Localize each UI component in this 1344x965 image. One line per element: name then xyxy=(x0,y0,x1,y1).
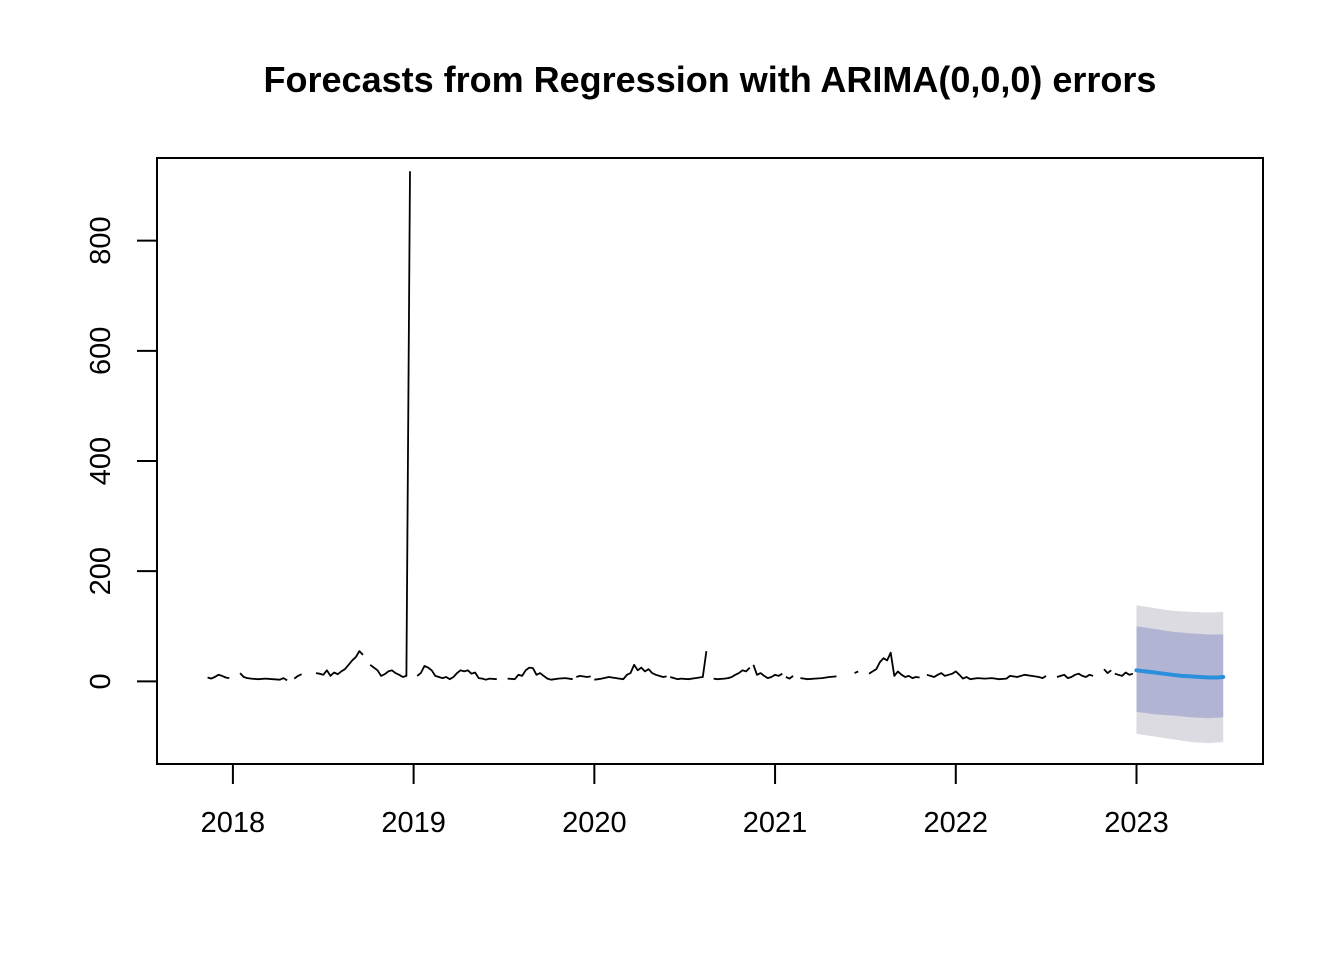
history-segment-6 xyxy=(507,666,573,681)
history-segment-15 xyxy=(868,651,920,679)
history-segment-9 xyxy=(669,650,708,681)
y-tick-label: 400 xyxy=(85,437,117,485)
history-segment-5 xyxy=(416,665,497,681)
y-tick-label: 200 xyxy=(85,547,117,595)
forecast-series xyxy=(1134,668,1226,680)
chart-title: Forecasts from Regression with ARIMA(0,0… xyxy=(264,59,1157,100)
history-segment-8 xyxy=(594,663,667,681)
forecast-mean-line xyxy=(1134,668,1226,680)
x-tick-label: 2022 xyxy=(924,807,989,839)
history-segment-12 xyxy=(785,675,794,680)
history-segment-7 xyxy=(576,675,591,678)
y-tick-label: 0 xyxy=(85,673,117,689)
history-segment-17 xyxy=(1056,672,1094,679)
history-segment-11 xyxy=(752,664,783,679)
x-axis: 2018 2019 2020 2021 2022 2023 xyxy=(201,763,1169,839)
history-segment-1 xyxy=(239,672,288,682)
y-axis: 0 200 400 600 800 xyxy=(85,216,158,689)
history-segment-4 xyxy=(369,171,411,678)
x-tick-label: 2019 xyxy=(381,807,446,839)
history-segment-3 xyxy=(315,650,364,677)
plot-frame xyxy=(156,157,1264,765)
x-tick-label: 2018 xyxy=(201,807,266,839)
history-segment-14 xyxy=(854,670,859,674)
history-segment-10 xyxy=(713,666,751,681)
history-segment-16 xyxy=(926,670,1047,681)
x-tick-label: 2021 xyxy=(743,807,808,839)
history-segment-19 xyxy=(1114,671,1134,677)
y-tick-label: 600 xyxy=(85,327,117,375)
prediction-interval-80 xyxy=(1136,626,1224,719)
history-segment-18 xyxy=(1103,668,1112,674)
x-tick-label: 2020 xyxy=(562,807,627,839)
history-segment-13 xyxy=(800,675,837,681)
x-tick-label: 2023 xyxy=(1104,807,1169,839)
history-segment-0 xyxy=(207,673,230,680)
history-segment-2 xyxy=(293,673,302,680)
history-series xyxy=(207,171,1134,682)
y-tick-label: 800 xyxy=(85,216,117,264)
